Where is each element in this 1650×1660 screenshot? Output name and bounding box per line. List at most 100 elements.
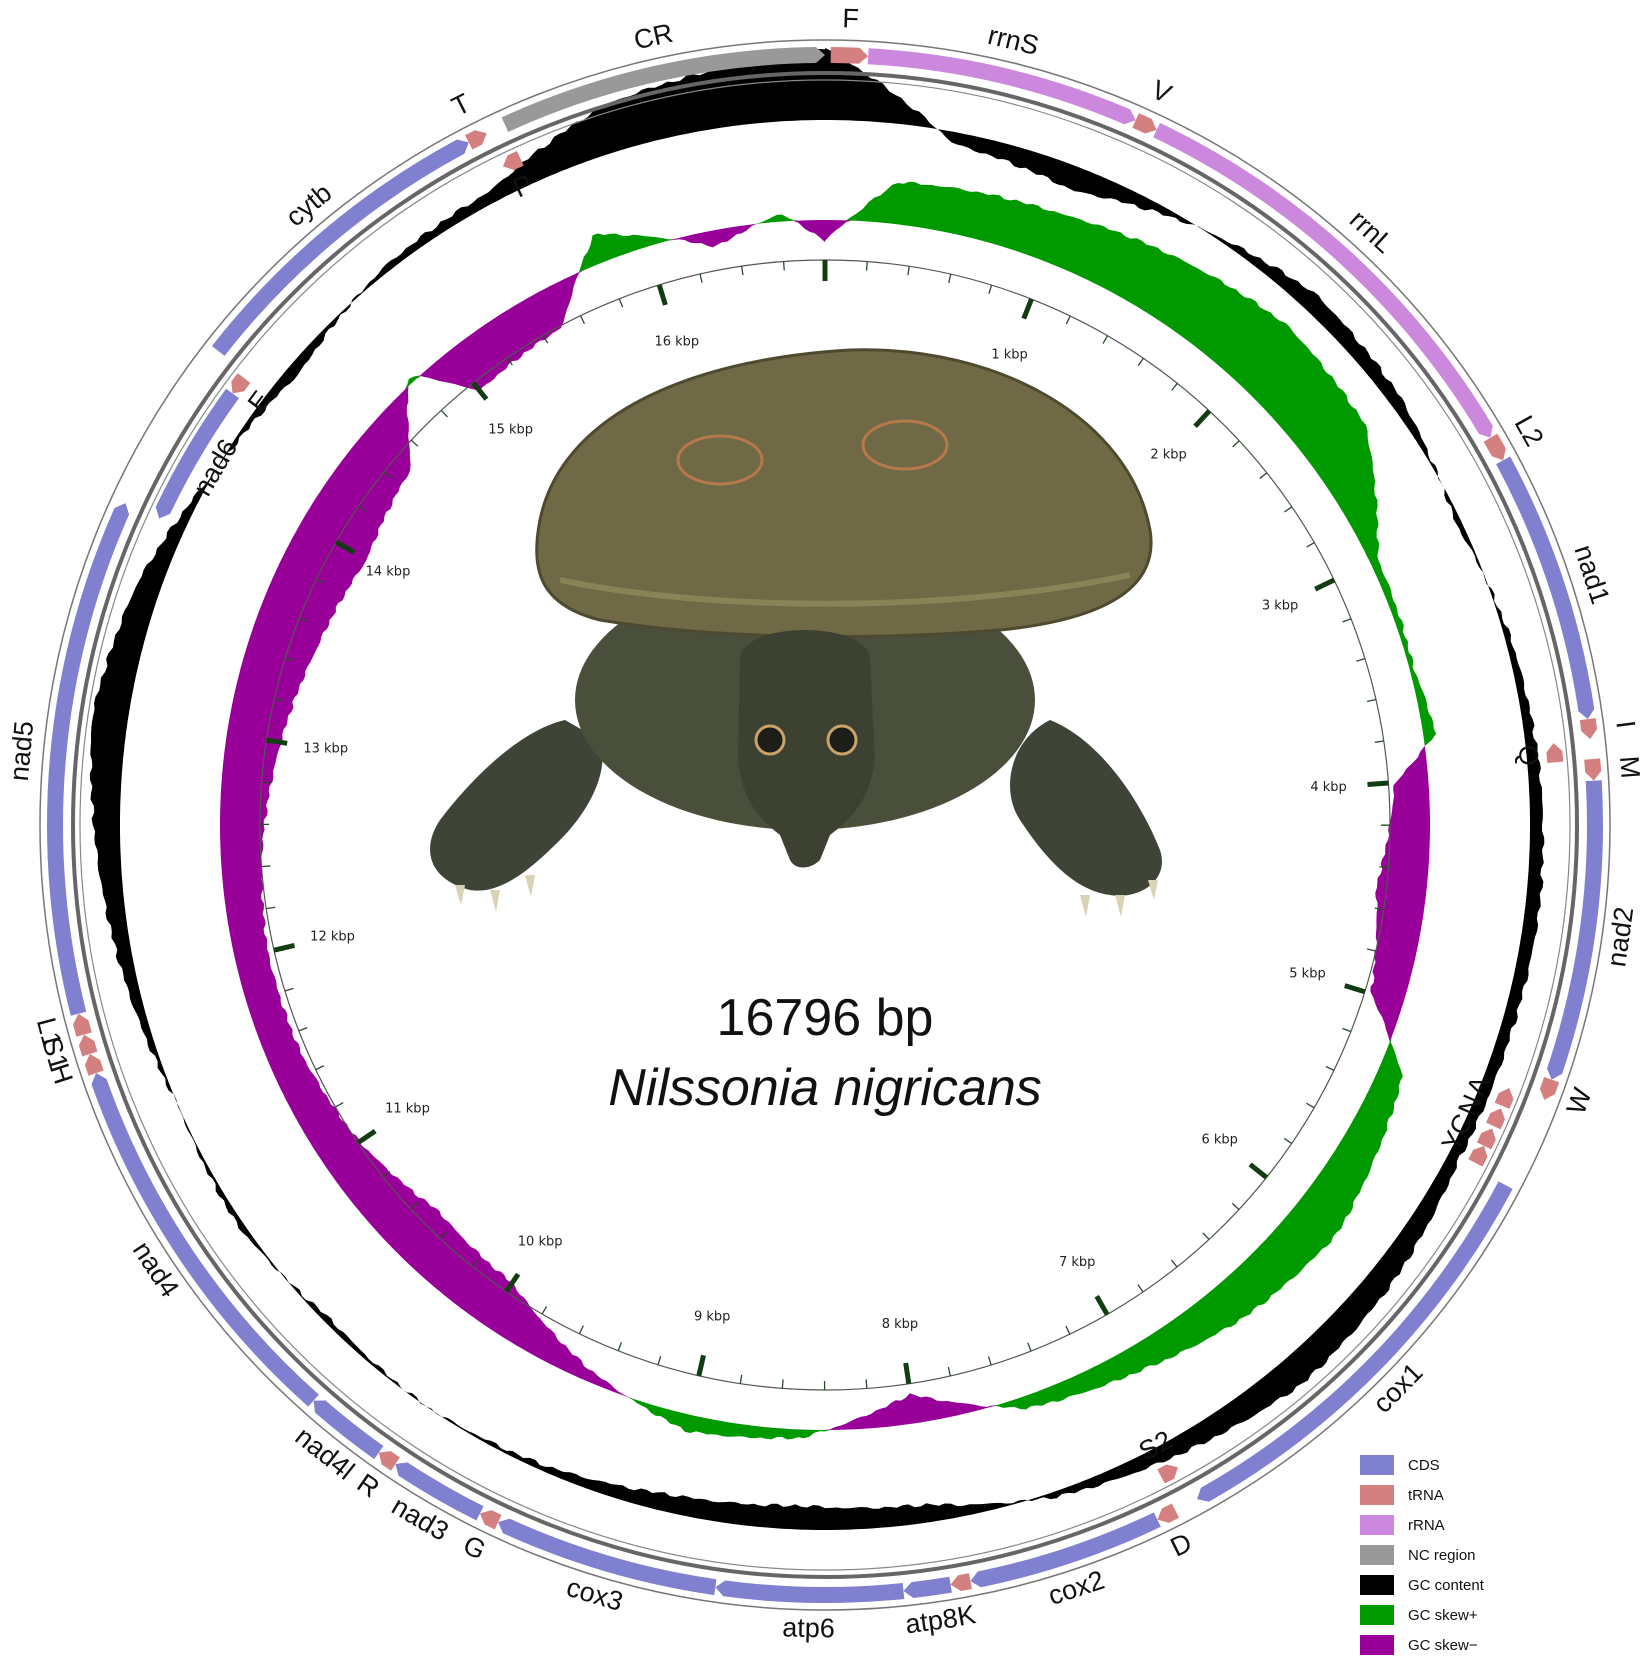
minor-tick: [1027, 1342, 1032, 1352]
major-tick: [471, 381, 489, 401]
minor-tick: [1202, 1232, 1210, 1240]
legend-swatch: [1360, 1605, 1394, 1625]
major-tick: [1193, 409, 1212, 428]
minor-tick: [410, 1202, 418, 1210]
minor-tick: [383, 471, 392, 479]
feature-P: [502, 151, 524, 171]
feature-cox2: [970, 1512, 1161, 1588]
major-tick: [1367, 780, 1389, 788]
feature-label-I: I: [1610, 719, 1641, 730]
feature-label-M: M: [1614, 755, 1646, 780]
tick-label: 14 kbp: [366, 564, 411, 579]
inner-ring-line: [79, 79, 1571, 1571]
feature-R: [378, 1451, 400, 1471]
legend-label: NC region: [1408, 1546, 1476, 1564]
feature-label-cox2: cox2: [1044, 1565, 1108, 1611]
feature-label-W: W: [1561, 1084, 1598, 1119]
feature-label-atp6: atp6: [782, 1612, 835, 1643]
legend-item: rRNA: [1360, 1510, 1600, 1540]
legend-item: NC region: [1360, 1540, 1600, 1570]
feature-nad4l: [313, 1400, 384, 1460]
minor-tick: [1306, 1102, 1315, 1109]
major-tick: [1094, 1295, 1110, 1316]
feature-cytb: [211, 139, 469, 356]
legend-swatch: [1360, 1455, 1394, 1475]
minor-tick: [541, 1305, 548, 1315]
feature-L2: [1483, 433, 1506, 461]
minor-tick: [947, 1367, 951, 1377]
feature-CR: [501, 47, 825, 132]
minor-tick: [315, 1065, 325, 1071]
minor-tick: [261, 781, 271, 784]
minor-tick: [299, 617, 308, 622]
minor-tick: [274, 697, 284, 702]
outer-ring-line: [39, 39, 1611, 1611]
feature-nad1: [1496, 456, 1595, 720]
minor-tick: [410, 439, 419, 447]
minor-tick: [1231, 1202, 1240, 1211]
minor-tick: [1356, 658, 1366, 662]
minor-tick: [471, 1258, 479, 1267]
legend-label: GC content: [1408, 1576, 1484, 1594]
feature-nad5: [47, 503, 130, 1016]
minor-tick: [358, 505, 367, 512]
major-tick: [1021, 298, 1034, 320]
minor-tick: [1232, 440, 1240, 448]
minor-tick: [298, 1026, 308, 1032]
feature-label-K: K: [955, 1599, 978, 1632]
minor-tick: [1137, 1284, 1144, 1293]
feature-M: [1584, 758, 1602, 781]
feature-K: [950, 1573, 972, 1592]
major-tick: [273, 943, 296, 953]
legend-label: GC skew−: [1408, 1636, 1478, 1654]
minor-tick: [1171, 382, 1178, 391]
feature-rrnL: [1153, 122, 1493, 438]
minor-tick: [1374, 740, 1384, 743]
feature-label-nad1: nad1: [1568, 541, 1615, 607]
feature-nad4: [91, 1073, 319, 1407]
minor-tick: [579, 315, 586, 325]
feature-S2: [1157, 1464, 1178, 1484]
minor-tick: [740, 266, 744, 276]
turtle-photo: [430, 348, 1162, 917]
legend-label: rRNA: [1408, 1516, 1445, 1534]
feature-label-L1: L1: [31, 1014, 68, 1051]
feature-nad3: [395, 1462, 484, 1521]
feature-label-F: F: [842, 3, 859, 34]
feature-label-D: D: [1166, 1527, 1197, 1563]
minor-tick: [439, 1231, 447, 1240]
minor-tick: [1379, 866, 1389, 869]
legend-item: GC skew−: [1360, 1630, 1600, 1660]
feature-Y: [1468, 1145, 1488, 1167]
minor-tick: [1342, 1027, 1352, 1033]
minor-tick: [782, 261, 785, 271]
legend-swatch: [1360, 1635, 1394, 1655]
minor-tick: [1306, 542, 1315, 548]
minor-tick: [1137, 357, 1144, 367]
minor-tick: [739, 1374, 743, 1384]
feature-S1: [78, 1034, 98, 1057]
feature-track: [47, 47, 1603, 1604]
minor-tick: [1366, 948, 1376, 952]
feature-rrnS: [867, 48, 1136, 125]
major-tick: [266, 737, 288, 746]
minor-tick: [781, 1379, 784, 1389]
feature-label-rrnL: rrnL: [1344, 204, 1400, 259]
feature-C: [1476, 1128, 1496, 1150]
major-tick: [334, 539, 356, 555]
kbp-ruler: 1 kbp 2 kbp 3 kbp 4 kbp 5 kbp 6 kbp 7 kbp 8 kbp…: [259, 259, 1391, 1391]
minor-tick: [1325, 1065, 1335, 1071]
minor-tick: [1284, 506, 1293, 513]
backbone-circle: [71, 71, 1579, 1579]
feature-cox3: [498, 1518, 717, 1596]
legend-item: CDS: [1360, 1450, 1600, 1480]
feature-label-V: V: [1147, 74, 1176, 109]
minor-tick: [578, 1325, 584, 1335]
tick-label: 11 kbp: [385, 1102, 430, 1117]
feature-F: [830, 47, 869, 64]
legend-item: GC content: [1360, 1570, 1600, 1600]
feature-label-cytb: cytb: [280, 178, 337, 233]
major-tick: [356, 1128, 377, 1145]
feature-I: [1579, 717, 1598, 740]
feature-label-T: T: [447, 88, 475, 122]
